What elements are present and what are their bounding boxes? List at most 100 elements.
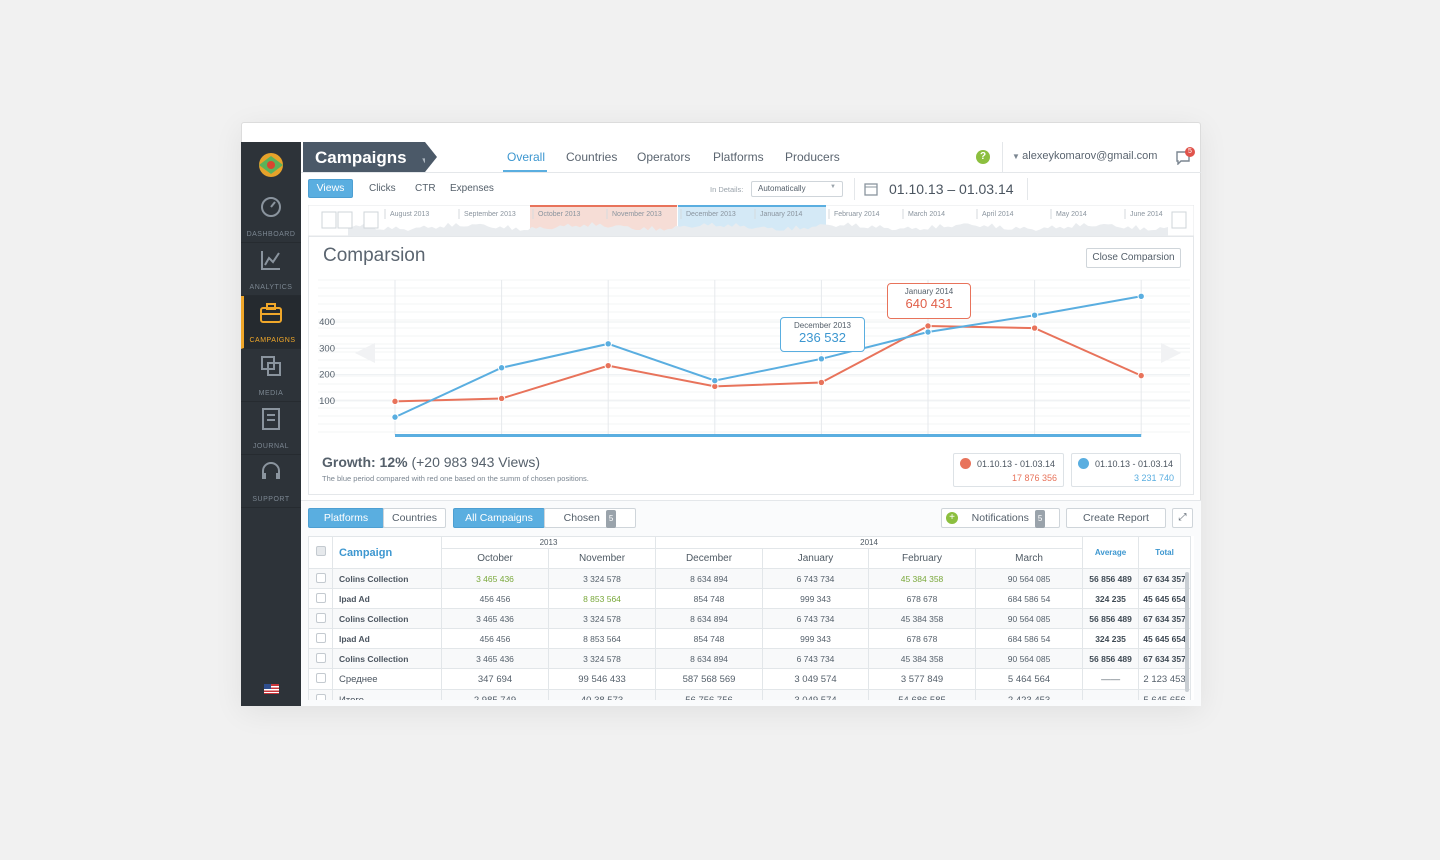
checkbox[interactable] [315,546,326,556]
nav-support[interactable]: SUPPORT [241,455,301,508]
cell: 8 634 894 [655,568,764,589]
nav-media[interactable]: MEDIA [241,349,301,402]
growth: Growth: 12% (+20 983 943 Views) [322,454,540,470]
header-cell[interactable]: Campaign [332,536,442,569]
cell: 56 856 489 [1082,608,1140,629]
cell: 587 568 569 [655,668,764,690]
point [711,376,719,385]
table-row: Ipad Ad 456 456 8 853 564 854 748 999 343 678… [308,588,1192,609]
cell: 3 465 436 [441,648,549,669]
cell [308,648,333,669]
cell: 8 634 894 [655,608,764,629]
nav-tab[interactable]: Operators [637,150,691,164]
nav-tab[interactable]: Producers [785,150,840,164]
month-label: June 2014 [1130,211,1163,218]
month-label: March 2014 [908,211,945,218]
timeline-button[interactable] [321,211,337,229]
timeline-button[interactable] [1171,211,1187,229]
checkbox[interactable] [315,652,326,663]
point [924,322,932,330]
nav-analytics[interactable]: ANALYTICS [241,243,301,296]
filter-tab[interactable]: Chosen 5 [544,508,636,528]
nav-tab[interactable]: Overall [507,150,546,164]
nav-tab[interactable]: Countries [566,150,618,164]
cell: 3 577 849 [868,668,977,690]
caret[interactable]: ▼ [420,156,429,165]
tooltip-value: 640 431 [905,296,953,311]
calendar-icon[interactable] [864,182,878,196]
checkbox[interactable] [315,632,326,643]
legend-total: 3 231 740 [1133,473,1174,483]
timeline[interactable]: August 2013 September 2013 October 2013 Nov… [308,205,1194,236]
metric-tab[interactable]: CTR [415,183,436,194]
month-label: January 2014 [760,211,803,218]
cell: 3 465 436 [441,568,549,589]
filter-tab[interactable]: All Campaigns [453,508,545,528]
cell: 854 748 [655,628,764,649]
campaign-name: Ipad Ad [332,628,442,649]
checkbox[interactable] [315,693,326,700]
divider [854,178,855,200]
legend-swatch [1078,458,1089,469]
nav-journal[interactable]: JOURNAL [241,402,301,455]
month-label: November 2013 [612,211,662,218]
metric-tab[interactable]: Views [308,179,353,198]
checkbox[interactable] [315,592,326,603]
table-row: Ipad Ad 456 456 8 853 564 854 748 999 343 678… [308,628,1192,649]
month-label: May 2014 [1056,211,1087,218]
flag[interactable] [264,684,279,694]
cell: 347 694 [441,668,549,690]
scrollbar[interactable] [1185,572,1189,692]
month-label: December 2013 [686,211,736,218]
close-comparison-button[interactable]: Close Comparsion [1086,248,1181,268]
help-button[interactable]: ? [976,150,990,164]
table-row: Итого 2 985 749 40 38 573 56 756 756 3 049 5… [308,689,1192,700]
cell: 684 586 54 [975,628,1084,649]
divider [1002,142,1003,172]
header-cell[interactable]: Total [1138,536,1192,569]
point [1030,324,1039,332]
legend-item: 01.10.13 - 01.03.14 17 876 356 [953,453,1064,487]
range-bar [395,434,1142,437]
expand-button[interactable]: ⤢ [1172,508,1193,528]
nav-campaigns[interactable]: CAMPAIGNS [241,296,301,349]
timeline-button[interactable] [363,211,379,229]
month-header: January [762,548,870,569]
details-select[interactable]: Automatically ▼ [751,181,843,197]
cell: 999 343 [762,588,870,609]
year-header: 2014 [655,536,1084,549]
group-tab[interactable]: Platforms [308,508,384,528]
timeline-button[interactable] [337,211,353,229]
metric-tab[interactable]: Expenses [450,183,494,194]
checkbox[interactable] [315,612,326,623]
date-range[interactable]: 01.10.13 – 01.03.14 [889,181,1014,197]
nav-tab[interactable]: Platforms [713,150,764,164]
header-cell[interactable]: Average [1082,536,1140,569]
create-report-button[interactable]: Create Report [1066,508,1166,528]
checkbox[interactable] [315,572,326,583]
cell: 999 343 [762,628,870,649]
cell: 456 456 [441,588,549,609]
metric-tab[interactable]: Clicks [369,183,396,194]
user-menu[interactable]: ▼ alexeykomarov@gmail.com [1012,150,1158,162]
header-row: Campaign 2013 2014 Average Total [308,536,1192,569]
cell: 90 564 085 [975,568,1084,589]
group-tab[interactable]: Countries [383,508,446,528]
divider [1027,178,1028,200]
point [1137,292,1145,300]
cell: 5 645 656 [1138,689,1192,700]
legend-swatch [960,458,971,469]
cell: 3 324 578 [547,648,657,669]
data-table: Campaign 2013 2014 Average Total October Novem… [308,536,1192,700]
cell: 456 456 [441,628,549,649]
cell: 56 756 756 [655,689,764,700]
campaign-name: Ipad Ad [332,588,442,609]
campaign-name: Colins Collection [332,568,442,589]
nav-dashboard[interactable]: DASHBOARD [241,190,301,243]
checkbox[interactable] [315,672,326,683]
header-row: October November December January February Ma… [309,548,1191,569]
cell: 40 38 573 [547,689,657,700]
notifications-button[interactable]: + Notifications 5 [941,508,1060,528]
nav-label: SUPPORT [252,496,290,503]
